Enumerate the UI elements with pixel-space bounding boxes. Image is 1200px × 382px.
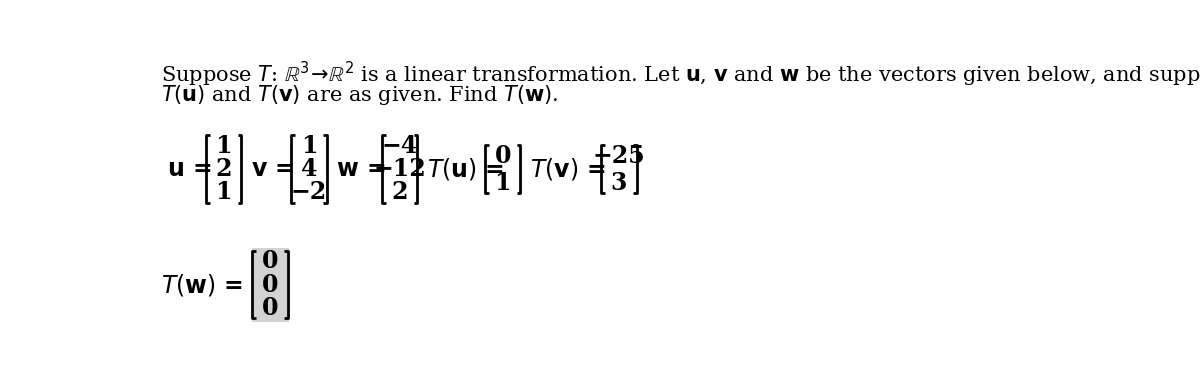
Text: 0: 0 (494, 144, 511, 168)
Text: $T(\mathbf{v})$ =: $T(\mathbf{v})$ = (529, 156, 606, 182)
Text: 2: 2 (215, 157, 232, 181)
Text: 1: 1 (215, 134, 232, 158)
Text: −25: −25 (593, 144, 646, 168)
Text: 1: 1 (494, 170, 511, 194)
Text: 1: 1 (215, 180, 232, 204)
FancyBboxPatch shape (252, 248, 289, 322)
Text: $\mathbf{u}$ =: $\mathbf{u}$ = (167, 157, 211, 181)
Text: $T(\mathbf{w})$ =: $T(\mathbf{w})$ = (161, 272, 244, 298)
Text: $T(\mathbf{u})$ =: $T(\mathbf{u})$ = (427, 156, 505, 182)
Text: −4: −4 (382, 134, 418, 158)
Text: $\mathbf{v}$ =: $\mathbf{v}$ = (251, 157, 294, 181)
Text: $\mathbf{w}$ =: $\mathbf{w}$ = (336, 157, 385, 181)
Text: 1: 1 (301, 134, 317, 158)
Text: 0: 0 (262, 296, 278, 320)
Text: −12: −12 (373, 157, 426, 181)
Text: −2: −2 (290, 180, 326, 204)
Text: 2: 2 (391, 180, 408, 204)
Text: $T(\mathbf{u})$ and $T(\mathbf{v})$ are as given. Find $T(\mathbf{w})$.: $T(\mathbf{u})$ and $T(\mathbf{v})$ are … (161, 83, 558, 107)
Text: 0: 0 (262, 272, 278, 296)
Text: 4: 4 (301, 157, 317, 181)
Text: 3: 3 (611, 170, 628, 194)
Text: 0: 0 (262, 249, 278, 274)
Text: Suppose $T$: $\mathbb{R}^3$$\!\to\!$$\mathbb{R}^2$ is a linear transformation. L: Suppose $T$: $\mathbb{R}^3$$\!\to\!$$\ma… (161, 60, 1200, 89)
